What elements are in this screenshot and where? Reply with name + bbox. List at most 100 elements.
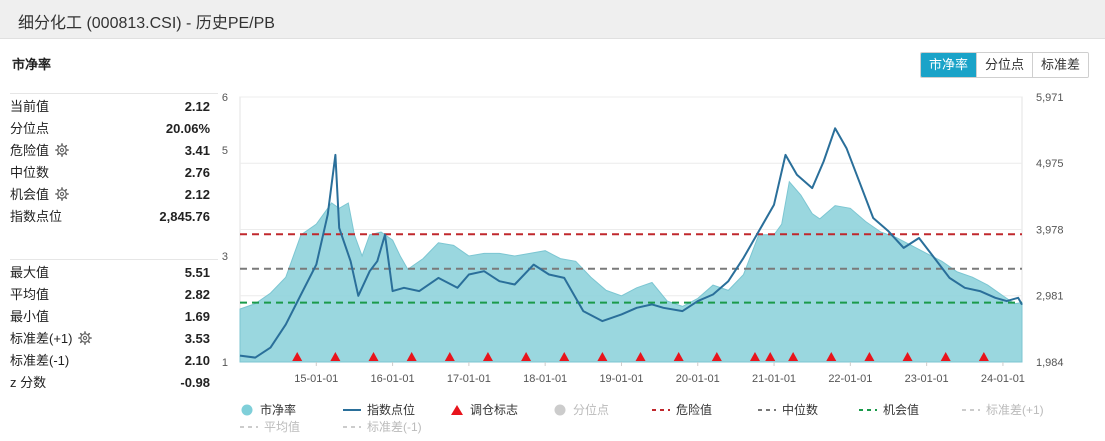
legend-dash-icon xyxy=(240,426,258,428)
stat-row: 当前值 2.12 xyxy=(10,96,218,118)
legend-item[interactable]: 机会值 xyxy=(859,401,919,418)
legend-item[interactable]: 危险值 xyxy=(652,401,712,418)
legend-label: 机会值 xyxy=(883,403,920,417)
rebalance-marker xyxy=(826,352,837,361)
series-index-line xyxy=(239,127,1023,359)
rebalance-marker xyxy=(864,352,875,361)
legend-item[interactable]: 指数点位 xyxy=(343,401,415,418)
stat-row: 最大值 5.51 xyxy=(10,262,218,284)
legend-label: 危险值 xyxy=(676,403,713,417)
y-right-tick-label: 3,978 xyxy=(1036,224,1064,236)
legend-item[interactable]: 市净率 xyxy=(240,401,296,418)
legend-label: 调仓标志 xyxy=(470,403,519,417)
rebalance-marker xyxy=(406,352,417,361)
stat-value: 2.82 xyxy=(184,287,210,302)
stat-label: 机会值 xyxy=(10,184,69,206)
tab-percentile[interactable]: 分位点 xyxy=(976,53,1033,77)
legend-item[interactable]: 标准差(-1) xyxy=(343,418,422,435)
x-tick-label: 17-01-01 xyxy=(447,373,491,385)
legend-line-icon xyxy=(343,409,361,411)
stats-divider xyxy=(10,93,218,94)
stat-value: 2.12 xyxy=(184,99,210,114)
legend-item[interactable]: 中位数 xyxy=(758,401,818,418)
stat-label: 最小值 xyxy=(10,309,50,324)
stat-row: 标准差(+1) 3.53 xyxy=(10,328,218,350)
x-tick-label: 21-01-01 xyxy=(752,373,796,385)
rebalance-marker xyxy=(978,352,989,361)
x-tick-label: 18-01-01 xyxy=(523,373,567,385)
stat-value: 2.76 xyxy=(184,165,210,180)
y-left-tick-label: 1 xyxy=(222,357,228,369)
stat-value: 2.12 xyxy=(184,187,210,202)
metric-tabs: 市净率 分位点 标准差 xyxy=(920,52,1090,78)
tab-pb[interactable]: 市净率 xyxy=(921,53,977,77)
y-right-tick-label: 4,975 xyxy=(1036,158,1064,170)
legend-dash-icon xyxy=(962,409,980,411)
stat-value: 20.06% xyxy=(165,121,210,136)
stats-panel-bottom: 最大值 5.51 平均值 2.82 最小值 1.69 标准差(+1) 3.53 标准差(-1) 2… xyxy=(10,259,218,394)
stats-divider xyxy=(10,259,218,260)
x-tick-label: 23-01-01 xyxy=(905,373,949,385)
legend-label: 标准差(+1) xyxy=(986,403,1044,417)
gear-icon[interactable] xyxy=(78,331,93,345)
stats-panel-top: 当前值 2.12 分位点 20.06% 危险值 3.41 中位数 2.76 机会值 2.12 指数点… xyxy=(10,93,218,228)
y-left-tick-label: 3 xyxy=(222,251,228,263)
section-title: 市净率 xyxy=(12,57,52,72)
y-right-tick-label: 5,971 xyxy=(1036,92,1064,104)
stat-row: 危险值 3.41 xyxy=(10,140,218,162)
rebalance-marker xyxy=(292,352,303,361)
gear-icon[interactable] xyxy=(55,143,69,157)
rebalance-marker xyxy=(765,352,776,361)
legend-dot-icon xyxy=(241,404,253,416)
stat-label: 指数点位 xyxy=(10,209,63,224)
legend-dash-icon xyxy=(652,409,670,411)
y-left-tick-label: 6 xyxy=(222,92,228,104)
rebalance-marker xyxy=(368,352,379,361)
stat-label: 标准差(+1) xyxy=(10,328,93,350)
stat-row: 标准差(-1) 2.10 xyxy=(10,350,218,372)
rebalance-marker xyxy=(635,352,646,361)
x-tick-label: 20-01-01 xyxy=(676,373,720,385)
stat-label: 中位数 xyxy=(10,165,50,180)
stat-value: 2.10 xyxy=(184,353,210,368)
window-title: 细分化工 (000813.CSI) - 历史PE/PB xyxy=(18,15,275,32)
stat-label: 平均值 xyxy=(10,287,50,302)
rebalance-marker xyxy=(788,352,799,361)
rebalance-marker xyxy=(482,352,493,361)
stat-value: 5.51 xyxy=(184,265,210,280)
stat-row: 最小值 1.69 xyxy=(10,306,218,328)
rebalance-marker xyxy=(330,352,341,361)
rebalance-marker xyxy=(521,352,532,361)
rebalance-marker xyxy=(749,352,760,361)
title-bar: 细分化工 (000813.CSI) - 历史PE/PB xyxy=(0,0,1105,39)
rebalance-marker xyxy=(940,352,951,361)
stat-row: 分位点 20.06% xyxy=(10,118,218,140)
y-right-tick-label: 1,984 xyxy=(1036,357,1064,369)
stat-label: 当前值 xyxy=(10,99,50,114)
stat-label: 危险值 xyxy=(10,140,69,162)
legend-label: 标准差(-1) xyxy=(367,420,422,434)
legend-label: 市净率 xyxy=(260,403,297,417)
legend-triangle-icon xyxy=(451,405,463,415)
legend-item[interactable]: 调仓标志 xyxy=(450,401,518,418)
legend-label: 分位点 xyxy=(573,403,610,417)
stat-row: z 分数 -0.98 xyxy=(10,372,218,394)
stat-row: 平均值 2.82 xyxy=(10,284,218,306)
stat-label: 标准差(-1) xyxy=(10,353,70,368)
legend-item[interactable]: 标准差(+1) xyxy=(962,401,1044,418)
stat-value: 1.69 xyxy=(184,309,210,324)
stat-label: 最大值 xyxy=(10,265,50,280)
legend-dash-icon xyxy=(343,426,361,428)
stat-value: 2,845.76 xyxy=(159,209,210,224)
rebalance-marker xyxy=(711,352,722,361)
legend-label: 中位数 xyxy=(782,403,819,417)
rebalance-marker xyxy=(902,352,913,361)
x-tick-label: 15-01-01 xyxy=(294,373,338,385)
legend-item[interactable]: 平均值 xyxy=(240,418,300,435)
tab-stddev[interactable]: 标准差 xyxy=(1032,53,1089,77)
legend-dash-icon xyxy=(758,409,776,411)
stat-value: -0.98 xyxy=(180,375,210,390)
legend-dot-icon xyxy=(554,404,566,416)
legend-item[interactable]: 分位点 xyxy=(553,401,609,418)
gear-icon[interactable] xyxy=(55,187,69,201)
